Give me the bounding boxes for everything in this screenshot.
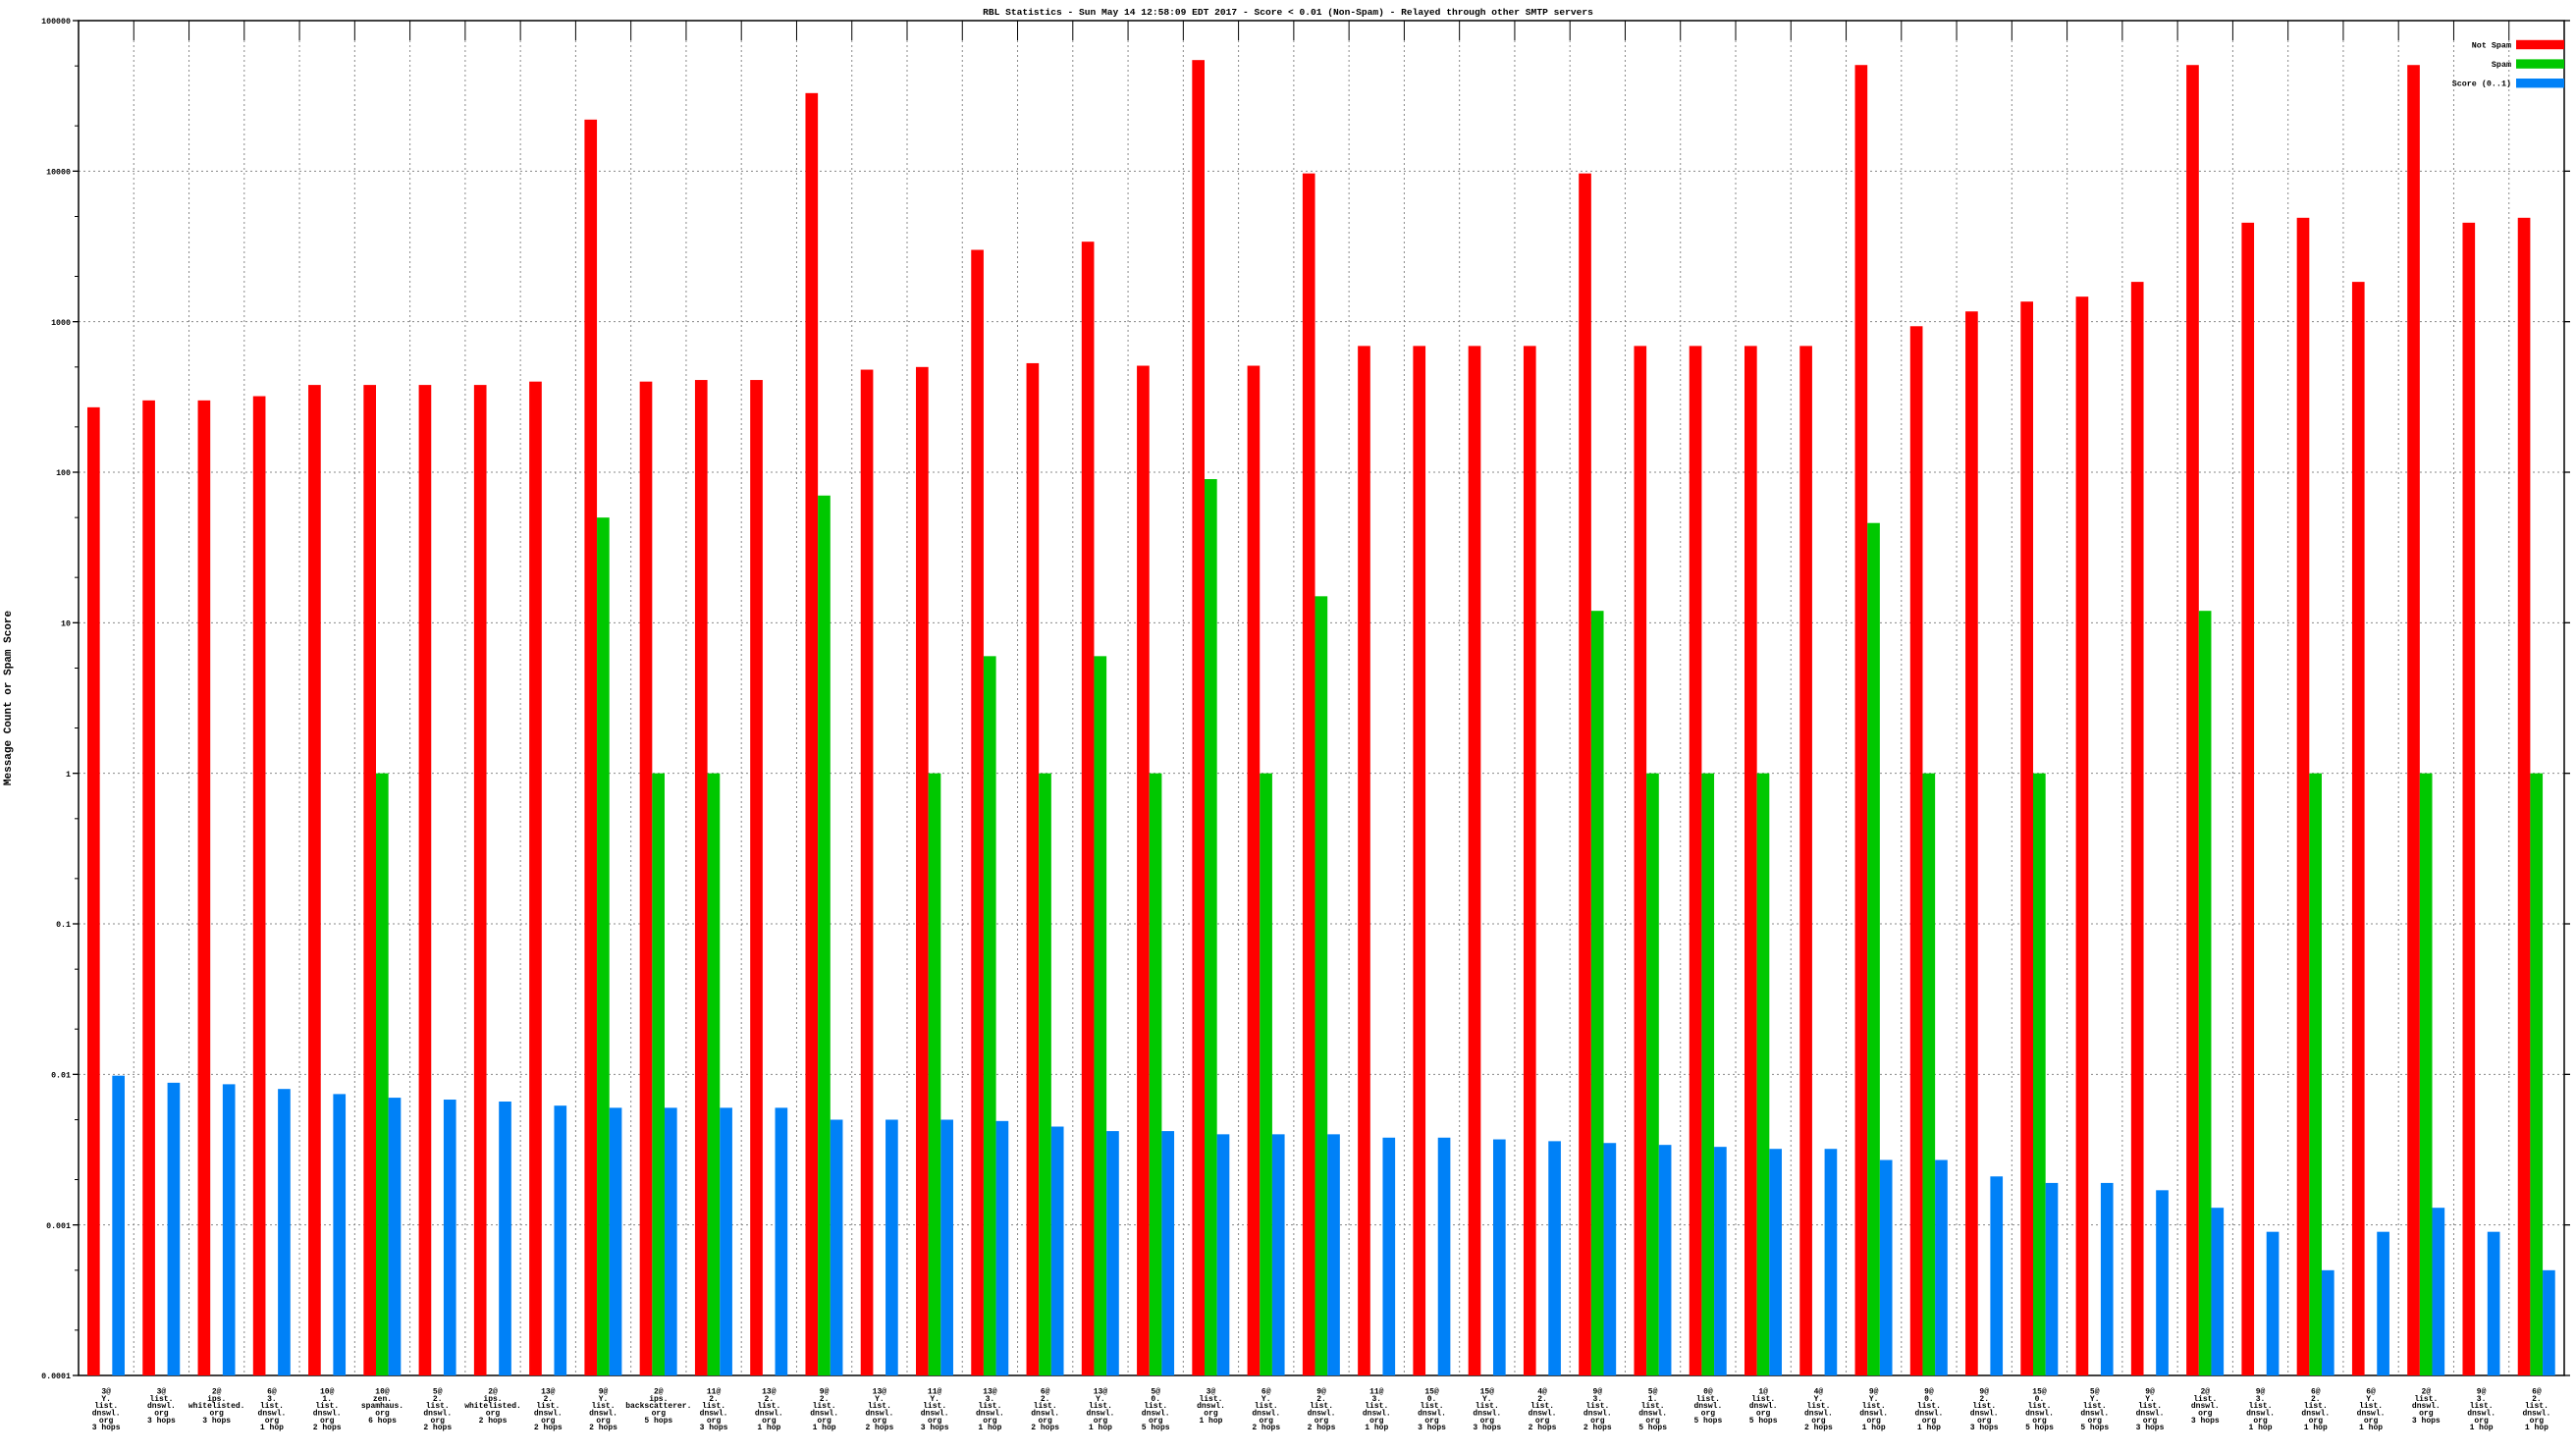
svg-text:100: 100 xyxy=(56,469,71,478)
svg-text:1 hop: 1 hop xyxy=(1199,1417,1222,1426)
svg-text:2 hops: 2 hops xyxy=(313,1424,342,1432)
svg-text:3 hops: 3 hops xyxy=(2191,1417,2220,1426)
svg-text:6 hops: 6 hops xyxy=(368,1417,397,1426)
svg-text:10000: 10000 xyxy=(46,169,71,178)
svg-text:5 hops: 5 hops xyxy=(2080,1424,2109,1432)
svg-text:3 hops: 3 hops xyxy=(92,1424,121,1432)
svg-text:2 hops: 2 hops xyxy=(1804,1424,1833,1432)
svg-text:3 hops: 3 hops xyxy=(700,1424,728,1432)
svg-text:0.001: 0.001 xyxy=(46,1222,71,1231)
svg-text:3 hops: 3 hops xyxy=(147,1417,176,1426)
svg-text:1 hop: 1 hop xyxy=(1089,1424,1112,1432)
svg-text:1 hop: 1 hop xyxy=(813,1424,836,1432)
svg-text:2 hops: 2 hops xyxy=(423,1424,452,1432)
svg-text:2 hops: 2 hops xyxy=(1308,1424,1336,1432)
svg-text:3 hops: 3 hops xyxy=(1970,1424,1999,1432)
svg-text:1: 1 xyxy=(66,771,71,780)
svg-text:5 hops: 5 hops xyxy=(1142,1424,1170,1432)
svg-text:1000: 1000 xyxy=(51,319,71,328)
svg-text:1 hop: 1 hop xyxy=(757,1424,780,1432)
svg-text:2 hops: 2 hops xyxy=(534,1424,563,1432)
svg-text:5 hops: 5 hops xyxy=(1638,1424,1667,1432)
svg-text:1 hop: 1 hop xyxy=(978,1424,1001,1432)
svg-text:1 hop: 1 hop xyxy=(1365,1424,1388,1432)
svg-text:5 hops: 5 hops xyxy=(1693,1417,1722,1426)
svg-text:1 hop: 1 hop xyxy=(1917,1424,1941,1432)
svg-text:3 hops: 3 hops xyxy=(1418,1424,1446,1432)
svg-text:2 hops: 2 hops xyxy=(479,1417,508,1426)
svg-text:2 hops: 2 hops xyxy=(1031,1424,1059,1432)
svg-text:1 hop: 1 hop xyxy=(2525,1424,2549,1432)
svg-text:1 hop: 1 hop xyxy=(2304,1424,2328,1432)
svg-text:Message Count or Spam Score: Message Count or Spam Score xyxy=(3,610,15,785)
svg-text:2 hops: 2 hops xyxy=(1529,1424,1557,1432)
svg-text:1 hop: 1 hop xyxy=(1862,1424,1886,1432)
svg-text:Spam: Spam xyxy=(2492,60,2511,70)
svg-text:3 hops: 3 hops xyxy=(2136,1424,2165,1432)
svg-text:1 hop: 1 hop xyxy=(2359,1424,2383,1432)
svg-text:Score (0..1): Score (0..1) xyxy=(2452,80,2511,89)
svg-text:3 hops: 3 hops xyxy=(202,1417,231,1426)
svg-text:3 hops: 3 hops xyxy=(2412,1417,2441,1426)
svg-text:3 hops: 3 hops xyxy=(921,1424,949,1432)
svg-text:2 hops: 2 hops xyxy=(589,1424,617,1432)
svg-text:2 hops: 2 hops xyxy=(1252,1424,1280,1432)
svg-text:10: 10 xyxy=(61,620,71,629)
svg-text:3 hops: 3 hops xyxy=(1473,1424,1501,1432)
svg-text:100000: 100000 xyxy=(41,18,71,27)
svg-text:0.0001: 0.0001 xyxy=(41,1373,71,1381)
svg-text:RBL Statistics - Sun May 14 12: RBL Statistics - Sun May 14 12:58:09 EDT… xyxy=(983,7,1593,18)
svg-text:0.1: 0.1 xyxy=(56,921,71,930)
svg-text:1 hop: 1 hop xyxy=(2470,1424,2494,1432)
svg-text:Not Spam: Not Spam xyxy=(2472,41,2511,51)
svg-text:0.01: 0.01 xyxy=(51,1072,71,1081)
svg-text:5 hops: 5 hops xyxy=(2025,1424,2054,1432)
svg-text:1 hop: 1 hop xyxy=(260,1424,284,1432)
svg-text:2 hops: 2 hops xyxy=(1583,1424,1612,1432)
svg-text:5 hops: 5 hops xyxy=(1749,1417,1778,1426)
svg-text:5 hops: 5 hops xyxy=(644,1417,672,1426)
svg-text:1 hop: 1 hop xyxy=(2249,1424,2273,1432)
svg-text:2 hops: 2 hops xyxy=(865,1424,893,1432)
